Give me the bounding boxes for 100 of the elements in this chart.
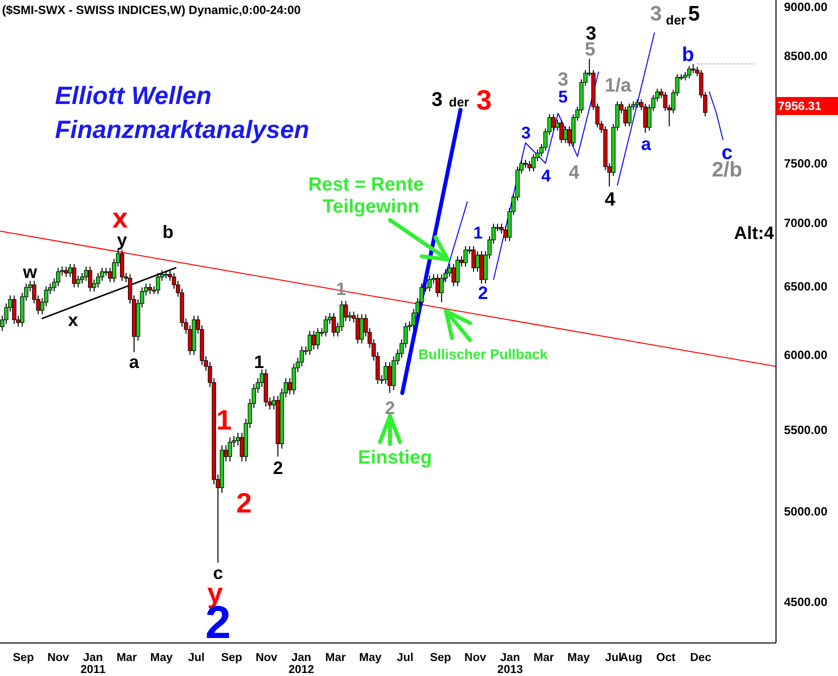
- annotation: a: [640, 134, 652, 154]
- annotation: der: [448, 94, 470, 110]
- candlestick: [88, 266, 92, 292]
- x-tick-label: Jul: [396, 652, 414, 664]
- x-tick-label: Jul: [605, 652, 622, 664]
- candlestick: [12, 294, 16, 324]
- candlestick: [228, 436, 232, 462]
- candlestick: [388, 362, 392, 394]
- x-tick-label: Nov: [256, 652, 278, 664]
- x-tick-label: May: [150, 652, 174, 664]
- candlestick: [308, 330, 312, 356]
- annotation: Teilgewinn: [322, 196, 420, 218]
- annotation: 2: [272, 458, 284, 478]
- x-tick-label: Sep: [430, 652, 452, 664]
- candlestick: [72, 263, 76, 288]
- y-tick-label: 7500.00: [784, 156, 828, 170]
- candlestick: [436, 274, 440, 298]
- x-tick-label: Aug: [620, 652, 642, 664]
- candlestick: [360, 314, 364, 344]
- candlestick: [691, 63, 696, 74]
- candlestick: [551, 114, 556, 132]
- x-tick-label: Jan 2012: [288, 652, 314, 676]
- candlestick: [356, 314, 360, 344]
- y-tick-label: 6000.00: [784, 348, 828, 362]
- candlestick: [455, 256, 460, 287]
- candlestick: [156, 272, 160, 295]
- candlestick: [463, 246, 468, 268]
- y-tick-label: 5000.00: [784, 504, 828, 519]
- candlestick: [471, 246, 476, 272]
- x-tick-label: Nov: [464, 652, 487, 664]
- x-tick-label: Jan 2011: [80, 652, 106, 676]
- annotation: 1/a: [604, 76, 632, 96]
- y-tick-label: 6500.00: [784, 279, 828, 294]
- annotation: der: [666, 12, 686, 28]
- x-tick-label: May: [567, 652, 590, 664]
- annotation: Finanzmarktanalysen: [55, 116, 310, 145]
- x-tick-label: Oct: [656, 652, 676, 664]
- x-tick-label: Jan 2013: [497, 652, 523, 676]
- annotation: 1: [473, 224, 483, 242]
- x-tick-label: Jul: [188, 652, 205, 664]
- annotation: 2: [384, 398, 396, 418]
- annotation: 3: [431, 89, 443, 111]
- y-tick-label: 8500.00: [784, 49, 828, 64]
- candlestick: [687, 65, 692, 79]
- x-tick-label: May: [359, 652, 382, 664]
- candlestick: [384, 362, 388, 384]
- line-series: [493, 72, 600, 280]
- x-tick-label: Dec: [690, 652, 712, 664]
- candlestick: [451, 263, 456, 287]
- x-tick-label: Mar: [534, 652, 555, 664]
- annotation: x: [68, 310, 78, 330]
- annotation: w: [22, 262, 38, 282]
- candlestick: [332, 312, 336, 337]
- candlestick: [643, 103, 648, 134]
- annotation: 5: [584, 40, 596, 60]
- annotation: b: [682, 44, 694, 66]
- candlestick: [531, 154, 536, 172]
- annotation: 4: [541, 166, 552, 186]
- annotation: a: [128, 352, 140, 372]
- candlestick: [316, 328, 320, 350]
- annotation: 4: [568, 162, 580, 184]
- candlestick: [527, 160, 532, 172]
- annotation: 3: [558, 70, 568, 90]
- annotation: 1: [216, 404, 232, 436]
- text: 7956.31: [778, 99, 822, 113]
- candlestick: [312, 330, 316, 350]
- annotation: 1: [254, 352, 264, 372]
- x-tick-label: Sep: [12, 652, 34, 664]
- x-tick-label: Sep: [221, 652, 242, 664]
- annotation: Einstieg: [358, 448, 432, 468]
- y-tick-label: 5500.00: [784, 422, 828, 437]
- annotation: 2: [478, 283, 488, 303]
- x-tick-label: Mar: [325, 652, 346, 664]
- x-tick-label: Mar: [116, 652, 138, 664]
- candlestick: [559, 119, 564, 144]
- candlestick: [428, 275, 432, 292]
- x-tick-label: Nov: [47, 652, 70, 664]
- y-tick-label: 4500.00: [784, 595, 828, 610]
- annotation: 2: [236, 488, 252, 518]
- y-tick-label: 9000.00: [784, 0, 828, 14]
- annotation: Rest = Rente: [308, 174, 424, 196]
- chart-title: ($SMI-SWX - SWISS INDICES,W) Dynamic,0:00-24:00: [2, 3, 301, 17]
- candlestick: [148, 283, 152, 295]
- candlestick: [563, 126, 568, 144]
- annotation: 3: [650, 2, 662, 26]
- annotation: 3: [476, 84, 492, 116]
- annotation: Bullischer Pullback: [418, 346, 548, 362]
- annotation: 5: [688, 2, 700, 26]
- annotation: Elliott Wellen: [55, 82, 212, 111]
- candlestick: [324, 315, 328, 337]
- annotation: 5: [558, 88, 568, 106]
- annotation: b: [162, 222, 174, 242]
- annotation: c: [212, 563, 224, 583]
- y-tick-label: 7000.00: [784, 216, 828, 230]
- annotation: 3: [521, 124, 531, 142]
- annotation: 4: [604, 190, 616, 210]
- annotation: Alt:4: [734, 223, 774, 243]
- candlestick: [120, 249, 124, 282]
- candlestick: [627, 103, 632, 127]
- candlestick: [64, 266, 68, 278]
